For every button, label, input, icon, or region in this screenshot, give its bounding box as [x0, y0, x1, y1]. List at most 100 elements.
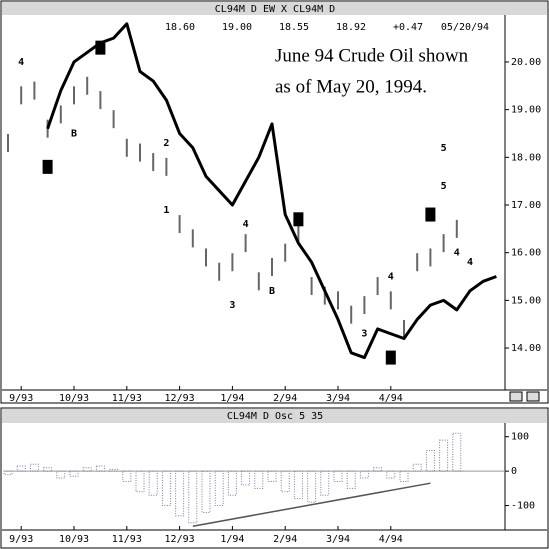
price-bar: [125, 138, 128, 157]
wave-label: 2: [163, 138, 169, 149]
moving-line: [46, 22, 497, 360]
osc-bar: [43, 467, 53, 472]
price-bar: [73, 86, 75, 105]
price-bar: [112, 110, 115, 129]
osc-bar: [214, 470, 224, 507]
osc-bar: [280, 470, 290, 493]
osc-bar: [3, 470, 13, 476]
quote-value: 18.60: [165, 22, 195, 33]
osc-bar: [122, 470, 132, 482]
y-tick-label: 17.00: [511, 200, 541, 211]
x-tick-label: 12/93: [165, 393, 195, 404]
wave-box: [425, 207, 436, 222]
price-bar: [442, 234, 445, 253]
quote-value: 18.55: [279, 22, 309, 33]
price-bar: [271, 257, 273, 276]
price-bar: [20, 86, 23, 105]
osc-bar: [201, 470, 211, 513]
quote-value: 05/20/94: [441, 22, 489, 33]
quote-value: +0.47: [393, 22, 423, 33]
scroll-button[interactable]: [509, 391, 523, 402]
y-tick-label: 20.00: [511, 57, 541, 68]
wave-label: 3: [295, 214, 301, 225]
osc-bar: [373, 467, 383, 472]
x-tick-label: 11/93: [112, 393, 142, 404]
osc-bar: [69, 470, 79, 477]
osc-bar: [16, 465, 26, 472]
osc-bar: [452, 432, 462, 472]
price-bar: [455, 219, 458, 238]
wave-label: 4: [467, 257, 473, 268]
wave-label: 4: [454, 248, 460, 259]
x-tick-label: 4/94: [379, 534, 403, 545]
y-tick-label: 100: [511, 432, 529, 443]
price-bar: [257, 272, 260, 291]
y-tick-label: -100: [511, 501, 535, 512]
wave-label: 3: [229, 300, 235, 311]
price-bar: [350, 305, 353, 324]
wave-label: B: [71, 128, 77, 139]
x-tick-label: 4/94: [379, 393, 403, 404]
bottom-title: CL94M D Osc 5 35: [227, 411, 323, 422]
price-bar: [376, 277, 379, 296]
price-bar: [218, 262, 221, 281]
top-title: CL94M D EW X CL94M D: [215, 4, 335, 15]
price-bar: [337, 291, 339, 310]
osc-bar: [227, 470, 237, 496]
osc-bar: [425, 449, 435, 472]
price-bar: [205, 248, 207, 267]
wave-label: 4: [388, 272, 394, 283]
price-bar: [429, 248, 432, 267]
y-tick-label: 19.00: [511, 105, 541, 116]
osc-bar: [241, 470, 251, 486]
quote-value: 19.00: [222, 22, 252, 33]
price-bar: [152, 153, 155, 172]
price-bar: [389, 291, 392, 310]
wave-label: 1: [163, 205, 169, 216]
osc-bar: [175, 470, 185, 517]
wave-box: [42, 159, 53, 174]
wave-box: [293, 212, 304, 227]
y-tick-label: 15.00: [511, 295, 541, 306]
wave-label: 4: [243, 219, 249, 230]
price-bar: [403, 319, 405, 338]
price-bar: [323, 286, 326, 305]
trendline: [192, 482, 431, 527]
wave-label: 5: [388, 353, 394, 364]
bottom-title-bar: [2, 409, 547, 423]
x-tick-label: 12/93: [165, 534, 195, 545]
x-tick-label: 1/94: [220, 393, 244, 404]
annotation-line: as of May 20, 1994.: [275, 76, 427, 97]
osc-bar: [135, 470, 145, 493]
x-tick-label: 10/93: [59, 393, 89, 404]
osc-bar: [161, 470, 171, 507]
price-bar: [297, 224, 300, 243]
wave-label: 1: [45, 162, 51, 173]
price-bar: [244, 234, 247, 253]
price-bar: [139, 143, 141, 162]
x-tick-label: 2/94: [273, 393, 297, 404]
wave-label: 3: [361, 329, 367, 340]
osc-bar: [307, 470, 317, 503]
bottom-panel-frame: [0, 407, 549, 549]
wave-label: 4: [18, 57, 24, 68]
y-tick-label: 0: [511, 466, 517, 477]
price-bar: [59, 105, 62, 124]
scroll-button[interactable]: [526, 391, 540, 402]
osc-bar: [82, 467, 92, 472]
osc-bar: [267, 470, 277, 482]
wave-label: 2: [97, 43, 103, 54]
y-tick-label: 14.00: [511, 343, 541, 354]
x-tick-label: 3/94: [326, 393, 350, 404]
price-bar: [7, 134, 9, 153]
osc-bar: [320, 470, 330, 496]
x-tick-label: 2/94: [273, 534, 297, 545]
wave-box: [385, 350, 396, 365]
x-tick-label: 1/94: [220, 534, 244, 545]
y-tick-label: 16.00: [511, 248, 541, 259]
x-tick-label: 11/93: [112, 534, 142, 545]
x-tick-label: 3/94: [326, 534, 350, 545]
price-bar: [165, 157, 168, 176]
wave-label: 5: [441, 143, 447, 154]
